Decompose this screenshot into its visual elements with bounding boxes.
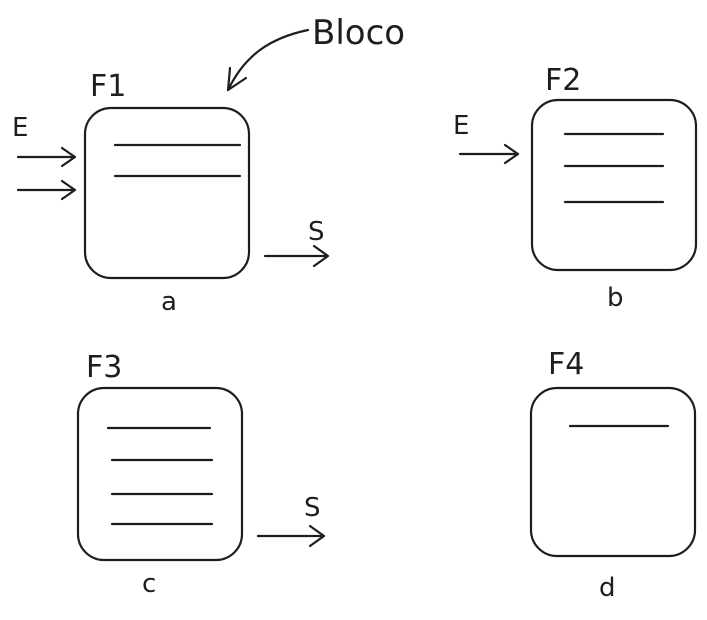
- input-arrow: [458, 143, 520, 165]
- block-title: F2: [545, 63, 581, 98]
- block-title: F3: [86, 350, 122, 385]
- output-label: S: [308, 217, 325, 247]
- callout-arrowhead: [226, 66, 248, 92]
- block-f2: F2 E b: [453, 63, 698, 313]
- callout-label: Bloco: [312, 13, 405, 53]
- block-caption: b: [607, 283, 624, 313]
- input-label: E: [12, 113, 28, 143]
- input-label: E: [453, 111, 469, 141]
- block-f3: F3 S c: [76, 350, 326, 599]
- block-box: [76, 386, 244, 562]
- block-caption: a: [161, 287, 177, 317]
- input-arrow: [16, 146, 77, 168]
- block-f4: F4 d: [529, 347, 697, 603]
- input-arrow: [16, 179, 77, 201]
- block-box: [529, 386, 697, 558]
- output-arrow: [263, 244, 330, 268]
- block-title: F4: [548, 347, 584, 382]
- block-box: [83, 106, 251, 280]
- callout-arrow: [226, 28, 310, 92]
- output-label: S: [304, 493, 321, 523]
- output-arrow: [256, 524, 326, 548]
- block-box: [530, 98, 698, 272]
- block-caption: d: [599, 573, 616, 603]
- block-f1: F1 E S a: [12, 69, 330, 317]
- block-title: F1: [90, 69, 126, 104]
- block-caption: c: [142, 569, 156, 599]
